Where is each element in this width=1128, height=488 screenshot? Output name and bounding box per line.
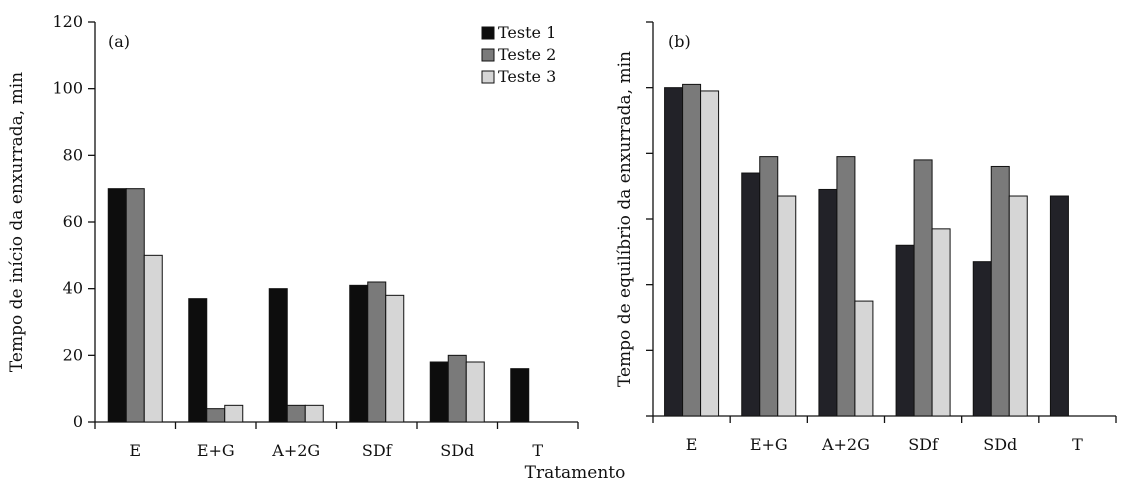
x-tick-label-t: T (1072, 435, 1083, 454)
bar-sdd-series-2 (990, 165, 1010, 417)
x-axis-title: Tratamento (525, 463, 626, 483)
x-tick-label-sdd: SDd (983, 435, 1017, 454)
y-tick-label: 60 (63, 212, 83, 231)
legend-swatch (481, 48, 495, 62)
bar-a-2g-series-1 (268, 288, 288, 423)
x-tick-label-e: E (686, 435, 698, 454)
bar-a-2g-series-3 (854, 300, 874, 417)
y-tick-label: 40 (63, 279, 83, 298)
y-axis-title: Tempo de equilíbrio da enxurrada, min (615, 51, 635, 387)
bar-e-g-series-1 (188, 298, 208, 423)
x-tick-label-sdf: SDf (362, 441, 393, 460)
x-tick-label-a-2g: A+2G (821, 435, 870, 454)
bar-e-g-series-1 (741, 172, 761, 417)
bar-e-series-1 (107, 188, 127, 423)
bar-sdd-series-1 (972, 261, 992, 417)
bar-e-series-3 (700, 90, 720, 417)
y-tick-label: 20 (63, 345, 83, 364)
bar-a-2g-series-2 (286, 404, 306, 423)
x-tick-label-t: T (532, 441, 543, 460)
panel-label: (a) (108, 32, 130, 51)
bar-sdd-series-3 (465, 361, 485, 423)
bar-e-g-series-3 (777, 195, 797, 417)
bar-a-2g-series-3 (304, 404, 324, 423)
bar-sdd-series-1 (429, 361, 449, 423)
bar-sdd-series-2 (447, 354, 467, 423)
bar-a-2g-series-1 (818, 188, 838, 417)
x-tick-label-e: E (129, 441, 141, 460)
y-tick-label: 80 (63, 145, 83, 164)
bar-e-series-3 (143, 254, 163, 423)
legend-label: Teste 1 (498, 23, 556, 42)
bar-t-series-1 (1049, 195, 1069, 417)
bar-t-series-1 (510, 368, 530, 423)
x-tick-label-sdf: SDf (908, 435, 939, 454)
legend-swatch (481, 26, 495, 40)
legend-label: Teste 2 (498, 45, 556, 64)
bar-sdf-series-3 (385, 294, 405, 423)
panel-a-chart: 0 20 40 60 80 100 120 E E+G A+2G SDf SDd T Tempo de i… (7, 12, 579, 460)
panel-b-chart: E E+G A+2G SDf SDd T Tempo de equilíbrio da en… (615, 21, 1117, 454)
y-tick-label: 120 (52, 12, 83, 31)
bar-sdf-series-1 (895, 244, 915, 417)
bar-sdf-series-2 (913, 159, 933, 417)
y-tick-label: 0 (73, 412, 83, 431)
bar-sdf-series-1 (349, 284, 369, 423)
bar-e-g-series-2 (759, 156, 779, 417)
bar-e-g-series-3 (224, 404, 244, 423)
panel-label: (b) (668, 32, 691, 51)
x-tick-label-e-g: E+G (197, 441, 235, 460)
bar-a-2g-series-2 (836, 156, 856, 417)
x-tick-label-a-2g: A+2G (271, 441, 320, 460)
x-tick-label-e-g: E+G (750, 435, 788, 454)
y-axis-title: Tempo de início da enxurrada, min (7, 72, 27, 372)
x-tick-label-sdd: SDd (440, 441, 474, 460)
bar-sdf-series-2 (367, 281, 387, 423)
legend-swatch (481, 70, 495, 84)
bar-e-series-2 (682, 83, 702, 417)
bar-e-series-1 (664, 87, 684, 417)
legend-label: Teste 3 (498, 67, 556, 86)
bar-sdf-series-3 (931, 228, 951, 417)
y-tick-label: 100 (52, 79, 83, 98)
bar-e-series-2 (125, 188, 145, 423)
bar-e-g-series-2 (206, 408, 226, 423)
bar-sdd-series-3 (1008, 195, 1028, 417)
